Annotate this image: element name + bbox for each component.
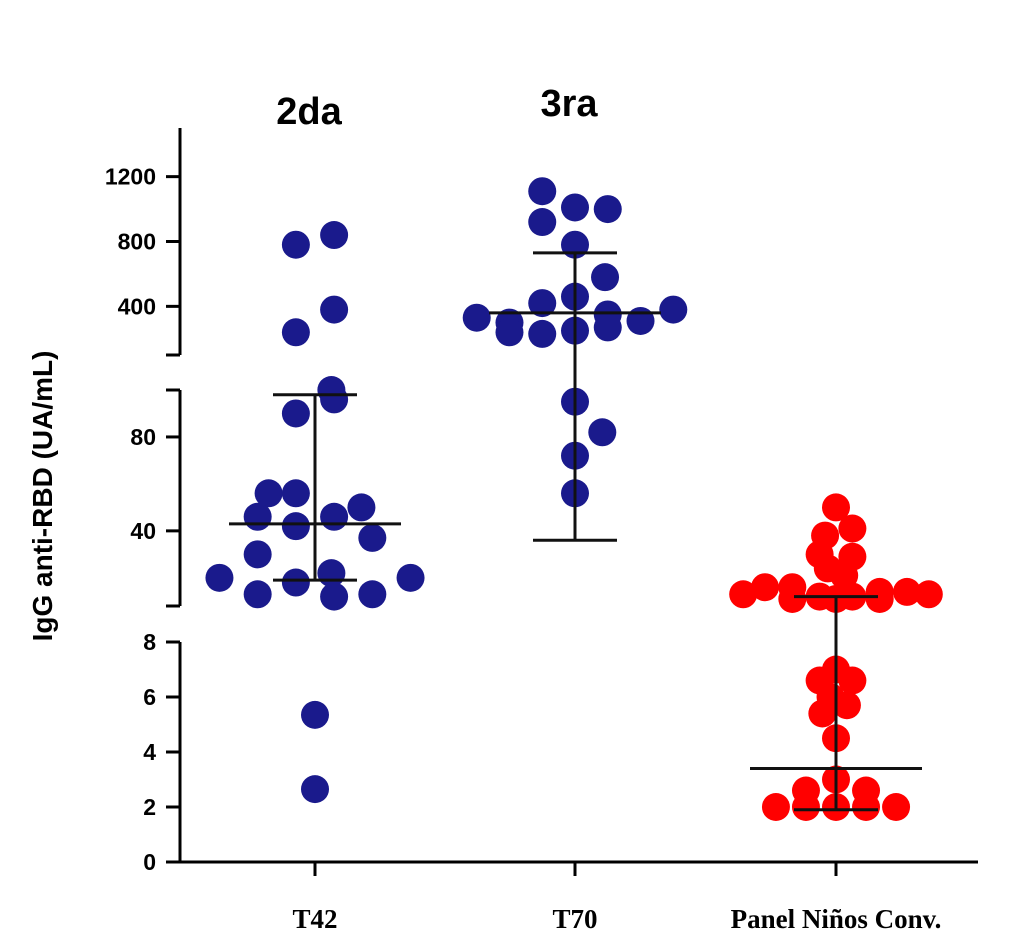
data-point — [659, 295, 688, 324]
y-tick-label: 0 — [143, 849, 156, 875]
data-point — [838, 514, 867, 543]
group-annotation: 3ra — [540, 83, 598, 125]
data-point — [243, 540, 272, 569]
data-point — [761, 793, 790, 821]
data-point — [281, 479, 310, 508]
data-point — [495, 318, 524, 347]
y-axis-label: IgG anti-RBD (UA/mL) — [27, 351, 58, 642]
data-point — [396, 563, 425, 592]
data-point — [838, 666, 867, 695]
data-point — [852, 793, 881, 821]
x-tick-label: T42 — [292, 904, 337, 934]
y-tick-label: 800 — [118, 229, 156, 255]
y-tick-label: 40 — [130, 518, 156, 544]
data-point — [528, 289, 557, 318]
data-point — [281, 568, 310, 597]
data-point — [320, 582, 349, 611]
data-point — [729, 580, 758, 609]
data-point — [347, 493, 376, 522]
data-point — [593, 195, 622, 224]
data-point — [462, 303, 491, 332]
y-tick-label: 400 — [118, 293, 156, 319]
data-point — [320, 385, 349, 414]
data-point — [358, 580, 387, 609]
data-point — [281, 512, 310, 541]
data-point — [301, 775, 329, 804]
y-tick-label: 6 — [143, 684, 156, 710]
data-point — [320, 502, 349, 531]
data-point — [778, 584, 807, 613]
group-annotation: 2da — [276, 91, 342, 133]
series-group — [205, 221, 425, 804]
series-group — [729, 493, 943, 821]
x-tick-label: Panel Niños Conv. — [731, 904, 942, 934]
data-point — [281, 318, 310, 347]
data-point — [865, 584, 894, 613]
data-point — [205, 563, 234, 592]
data-point — [751, 573, 780, 602]
data-point — [320, 295, 349, 324]
data-point — [528, 208, 557, 237]
data-point — [281, 399, 310, 428]
y-tick-label: 80 — [130, 424, 156, 450]
data-point — [832, 691, 861, 720]
data-point — [822, 493, 850, 522]
data-point — [281, 230, 310, 259]
data-point — [243, 580, 272, 609]
data-point — [561, 193, 589, 222]
data-point — [791, 793, 820, 821]
data-point — [626, 306, 655, 335]
data-point — [301, 700, 329, 729]
data-point — [591, 263, 620, 292]
data-point — [830, 561, 859, 590]
data-point — [528, 319, 557, 348]
data-point — [528, 177, 557, 206]
data-point — [914, 580, 943, 609]
data-point — [593, 313, 622, 342]
data-point — [320, 221, 349, 250]
data-point — [254, 479, 283, 508]
y-tick-label: 2 — [143, 794, 156, 820]
data-point — [808, 699, 837, 728]
data-point — [243, 502, 272, 531]
y-tick-label: 4 — [143, 739, 156, 765]
y-tick-label: 1200 — [105, 164, 156, 190]
x-tick-label: T70 — [552, 904, 597, 934]
series-group — [462, 177, 688, 542]
data-point — [882, 793, 911, 821]
data-point — [892, 577, 921, 606]
data-point — [588, 418, 617, 447]
data-point — [358, 523, 387, 552]
y-tick-label: 8 — [143, 629, 156, 655]
